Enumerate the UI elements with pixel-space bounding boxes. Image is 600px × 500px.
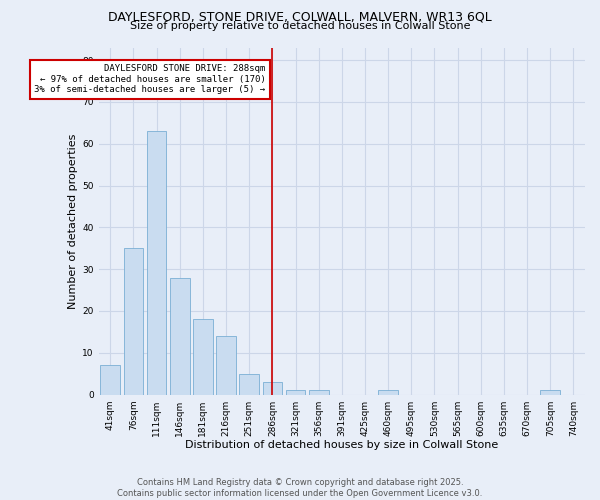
Bar [100, 366, 120, 394]
Bar [309, 390, 329, 394]
Y-axis label: Number of detached properties: Number of detached properties [68, 134, 78, 308]
Bar [124, 248, 143, 394]
Text: Size of property relative to detached houses in Colwall Stone: Size of property relative to detached ho… [130, 21, 470, 31]
Bar [216, 336, 236, 394]
Bar [541, 390, 560, 394]
Text: DAYLESFORD, STONE DRIVE, COLWALL, MALVERN, WR13 6QL: DAYLESFORD, STONE DRIVE, COLWALL, MALVER… [108, 10, 492, 23]
Bar [286, 390, 305, 394]
Bar [170, 278, 190, 394]
X-axis label: Distribution of detached houses by size in Colwall Stone: Distribution of detached houses by size … [185, 440, 499, 450]
Bar [379, 390, 398, 394]
Bar [239, 374, 259, 394]
Bar [263, 382, 282, 394]
Text: Contains HM Land Registry data © Crown copyright and database right 2025.
Contai: Contains HM Land Registry data © Crown c… [118, 478, 482, 498]
Bar [193, 320, 213, 394]
Bar [147, 131, 166, 394]
Text: DAYLESFORD STONE DRIVE: 288sqm
← 97% of detached houses are smaller (170)
3% of : DAYLESFORD STONE DRIVE: 288sqm ← 97% of … [34, 64, 265, 94]
